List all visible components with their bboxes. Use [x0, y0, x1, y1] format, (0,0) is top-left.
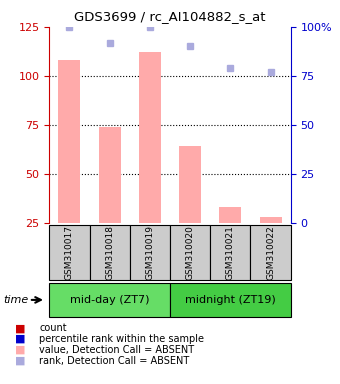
Text: GSM310019: GSM310019 [146, 225, 154, 280]
Text: GDS3699 / rc_AI104882_s_at: GDS3699 / rc_AI104882_s_at [74, 10, 266, 23]
Text: count: count [39, 323, 67, 333]
Text: midnight (ZT19): midnight (ZT19) [185, 295, 276, 305]
Text: percentile rank within the sample: percentile rank within the sample [39, 334, 204, 344]
Text: time: time [3, 295, 29, 305]
Text: ■: ■ [15, 345, 26, 355]
Bar [179, 146, 201, 223]
Text: GSM310017: GSM310017 [65, 225, 74, 280]
Bar [259, 217, 282, 223]
Text: GSM310018: GSM310018 [105, 225, 114, 280]
Bar [58, 60, 81, 223]
Text: GSM310022: GSM310022 [266, 225, 275, 280]
Text: ■: ■ [15, 356, 26, 366]
Bar [139, 52, 161, 223]
Text: value, Detection Call = ABSENT: value, Detection Call = ABSENT [39, 345, 194, 355]
Text: GSM310021: GSM310021 [226, 225, 235, 280]
Text: rank, Detection Call = ABSENT: rank, Detection Call = ABSENT [39, 356, 189, 366]
Text: GSM310020: GSM310020 [186, 225, 194, 280]
Text: ■: ■ [15, 323, 26, 333]
Text: ■: ■ [15, 334, 26, 344]
Text: mid-day (ZT7): mid-day (ZT7) [70, 295, 149, 305]
Bar [99, 127, 121, 223]
Bar [219, 207, 241, 223]
